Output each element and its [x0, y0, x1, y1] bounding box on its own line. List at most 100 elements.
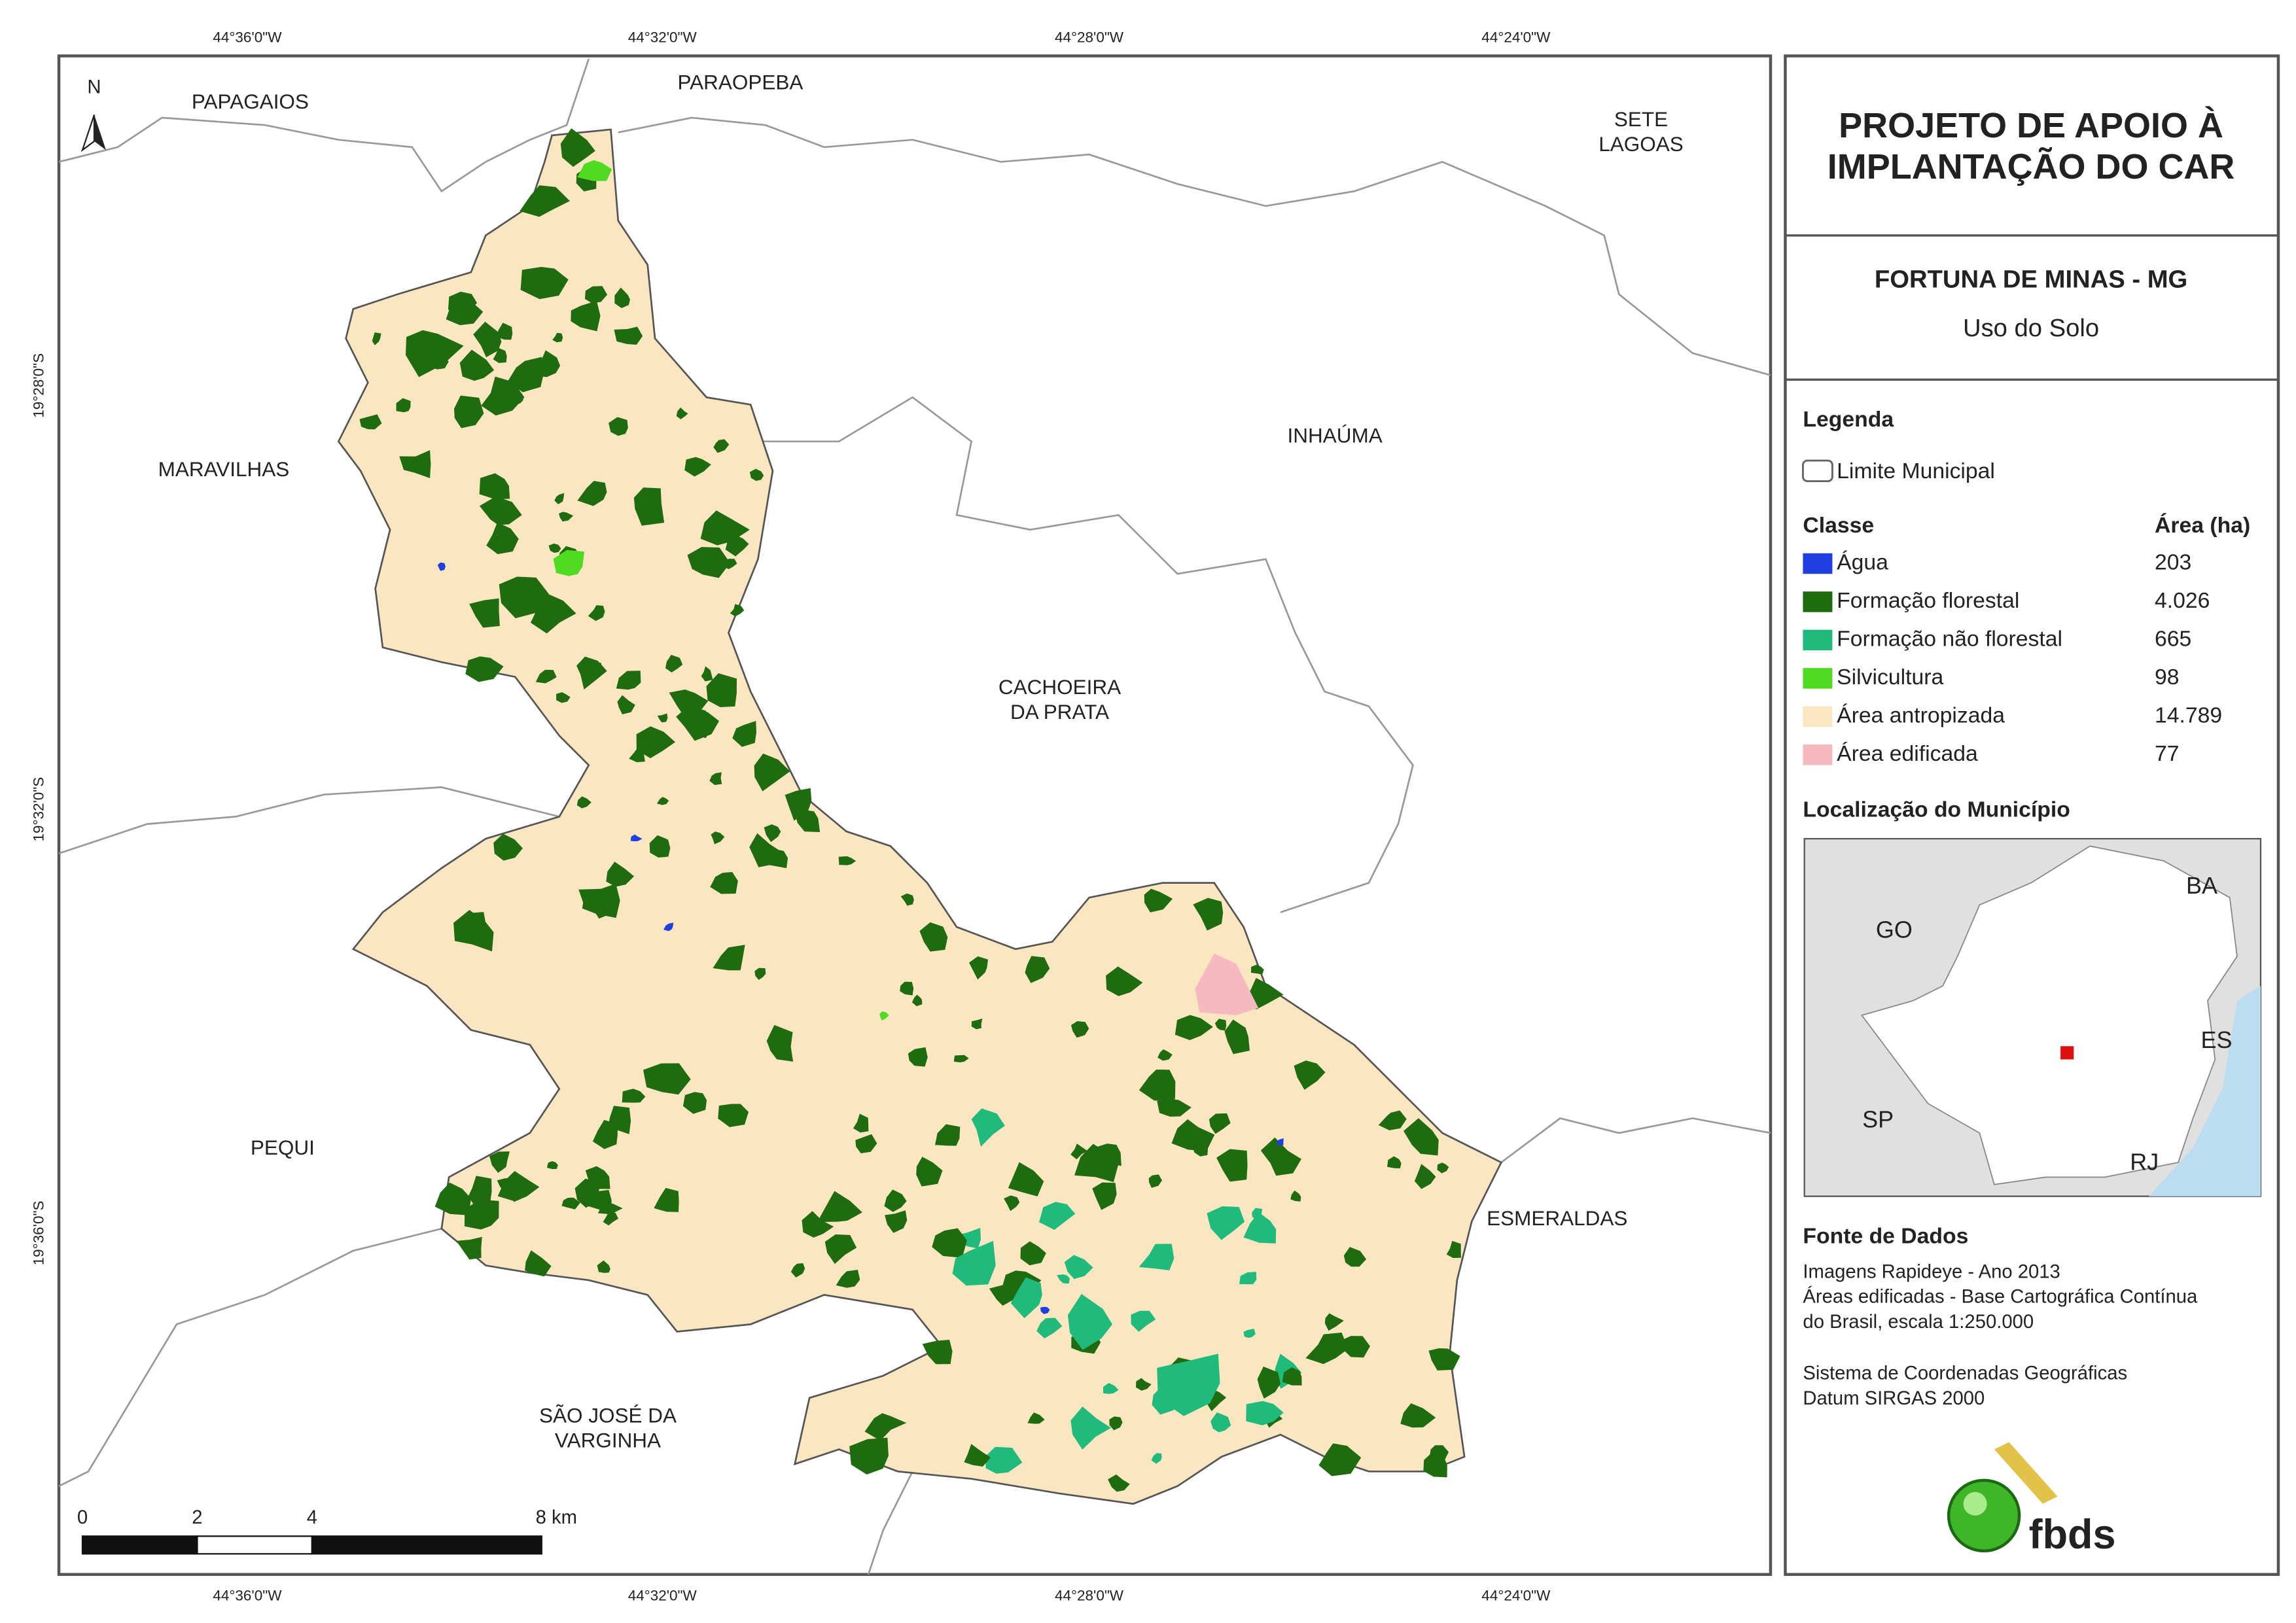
boundary — [1500, 1117, 1771, 1164]
patch — [1243, 1212, 1277, 1244]
patch — [1340, 1336, 1370, 1358]
patch — [730, 604, 745, 617]
patch — [561, 1197, 580, 1210]
patch — [1131, 1310, 1156, 1332]
patch — [1070, 1406, 1112, 1450]
patch — [577, 160, 612, 181]
patch — [1252, 1208, 1263, 1221]
patch — [836, 1269, 860, 1288]
north-arrow — [80, 114, 106, 152]
boundary-label: Limite Municipal — [1837, 459, 1995, 483]
patch — [952, 1240, 996, 1286]
boundary — [751, 396, 1414, 913]
patch — [1305, 1332, 1349, 1365]
patch — [535, 669, 557, 684]
source-line: do Brasil, escala 1:250.000 — [1803, 1312, 2034, 1333]
patch — [935, 1124, 961, 1146]
place-label: PEQUI — [251, 1136, 315, 1159]
patch — [1106, 966, 1143, 996]
coord-label: 19°28'0"S — [31, 353, 47, 418]
patch — [1257, 1366, 1280, 1399]
patch — [617, 695, 635, 715]
patch — [1207, 1206, 1245, 1240]
patch — [1039, 1202, 1076, 1230]
patch — [1010, 1277, 1042, 1319]
patch — [552, 332, 563, 343]
patch — [766, 1024, 794, 1062]
place-label: SÃO JOSÉ DA — [539, 1403, 677, 1427]
place-label: CACHOEIRA — [998, 675, 1121, 699]
patch — [855, 1134, 877, 1154]
patch — [900, 981, 914, 996]
patch — [1210, 1412, 1231, 1433]
patch — [437, 562, 446, 571]
neighbor-boundaries — [58, 58, 1771, 1575]
coord-label: 19°36'0"S — [31, 1201, 47, 1266]
patch — [1040, 1306, 1050, 1314]
coord-label: 44°28'0"W — [1055, 1587, 1124, 1603]
patch — [1139, 1244, 1174, 1270]
patch — [732, 720, 756, 747]
patch — [1139, 1070, 1176, 1101]
patch — [749, 833, 783, 867]
scale-segment — [81, 1535, 198, 1555]
patch — [1096, 1143, 1122, 1166]
north-arrow-right — [94, 114, 106, 150]
legend-swatch — [1803, 668, 1833, 689]
patch — [754, 968, 766, 981]
class-header: Classe — [1803, 513, 1874, 538]
patch — [520, 267, 569, 300]
patch — [1025, 956, 1050, 983]
patch — [359, 414, 382, 430]
state-label: SP — [1862, 1106, 1894, 1132]
patch — [879, 1011, 889, 1021]
patch — [1216, 1149, 1248, 1182]
place-label: MARAVILHAS — [158, 457, 290, 481]
scale-label: 4 — [307, 1507, 317, 1528]
place-label: PARAOPEBA — [677, 71, 803, 94]
patch — [985, 1446, 1023, 1474]
boundary-swatch — [1801, 459, 1833, 482]
patch — [838, 856, 857, 865]
theme: Uso do Solo — [1963, 314, 2099, 342]
patch — [1246, 1401, 1284, 1425]
patch — [609, 417, 628, 436]
patch — [709, 772, 722, 786]
patch — [571, 300, 601, 332]
patch — [459, 349, 495, 381]
reference-line: Datum SIRGAS 2000 — [1803, 1388, 1985, 1409]
patch — [577, 481, 607, 506]
logo-text: fbds — [2029, 1512, 2116, 1558]
patch — [1414, 1164, 1436, 1189]
patch — [1157, 1098, 1192, 1117]
patch — [1400, 1403, 1436, 1428]
source-title: Fonte de Dados — [1803, 1224, 1968, 1249]
boundary — [867, 1471, 913, 1575]
patch — [592, 1119, 618, 1149]
place-label: ESMERALDAS — [1487, 1206, 1627, 1230]
patch — [1378, 1110, 1407, 1130]
patch — [968, 956, 988, 980]
patch — [864, 1413, 907, 1441]
state-label: RJ — [2130, 1149, 2159, 1176]
place-label: DA PRATA — [1010, 700, 1109, 724]
patch — [1209, 1113, 1231, 1134]
patch — [1430, 1445, 1449, 1461]
patch — [585, 1166, 610, 1189]
reference-line: Sistema de Coordenadas Geográficas — [1803, 1363, 2127, 1384]
patch — [493, 833, 523, 861]
logo-bar — [1994, 1442, 2058, 1504]
patch — [597, 1202, 623, 1214]
state-label: ES — [2201, 1026, 2233, 1053]
patch — [1403, 1118, 1439, 1156]
patch — [469, 598, 500, 628]
patch — [908, 1047, 928, 1067]
class-area: 98 — [2155, 665, 2180, 689]
class-area: 665 — [2155, 626, 2191, 651]
class-name: Área antropizada — [1837, 703, 2005, 727]
patch — [603, 1212, 618, 1226]
land-cover-patches — [359, 128, 1461, 1492]
patch — [559, 512, 574, 522]
patch — [597, 1260, 610, 1273]
patch — [1004, 1195, 1020, 1212]
